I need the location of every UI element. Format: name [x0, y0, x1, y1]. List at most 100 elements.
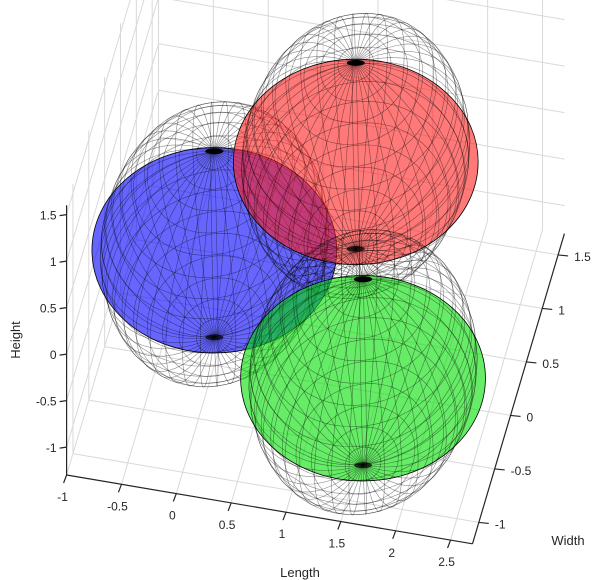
latitude-line	[310, 239, 416, 339]
latitude-line	[337, 230, 374, 265]
sphere-top-pole	[354, 276, 373, 283]
x-tick-label: 0.5	[219, 518, 236, 532]
longitude-line	[355, 62, 466, 252]
label-layer: Length Width Height -1 -0.5 0 0.5 1 1.5 2 2.5 -1…	[8, 209, 591, 580]
longitude-line	[333, 16, 356, 249]
longitude-line	[292, 250, 364, 466]
longitude-line	[341, 232, 364, 466]
back-wall-grid-line	[445, 0, 565, 21]
sphere-top-pole	[205, 148, 224, 155]
y-tick-label: -1	[495, 517, 506, 531]
longitude-line	[355, 13, 388, 249]
longitude-line	[272, 278, 364, 493]
longitude-line	[362, 267, 471, 466]
latitude-line	[270, 229, 456, 406]
longitude-line	[245, 60, 356, 250]
latitude-line	[254, 297, 472, 505]
longitude-line	[355, 16, 405, 250]
longitude-line	[307, 243, 364, 466]
longitude-line	[355, 62, 440, 270]
x-tick-label: 2	[388, 546, 395, 560]
x-tick	[172, 493, 177, 502]
longitude-line	[265, 62, 356, 276]
longitude-line	[243, 62, 356, 255]
longitude-line	[260, 49, 356, 250]
longitude-line	[323, 237, 364, 466]
z-tick-label: 1	[50, 255, 57, 269]
longitude-line	[99, 151, 215, 339]
longitude-line	[123, 151, 215, 365]
latitude-line	[241, 47, 471, 265]
latitude-line	[261, 317, 466, 512]
longitude-line	[362, 279, 403, 508]
x-tick-label: 2.5	[438, 555, 455, 569]
latitude-line	[281, 229, 445, 384]
longitude-line	[248, 278, 364, 467]
latitude-line	[295, 383, 431, 512]
longitude-line	[298, 279, 364, 507]
longitude-line	[279, 258, 364, 466]
latitude-line	[178, 298, 250, 367]
longitude-line	[362, 244, 442, 466]
longitude-line	[182, 151, 215, 387]
latitude-line	[196, 318, 233, 354]
longitude-line	[165, 151, 215, 384]
sphere-bottom-pole	[354, 462, 373, 469]
longitude-line	[214, 151, 237, 385]
z-tick-label: -0.5	[36, 395, 57, 409]
longitude-line	[362, 273, 476, 466]
longitude-line	[249, 278, 364, 466]
y-tick	[526, 361, 537, 364]
longitude-line	[355, 62, 427, 278]
longitude-line	[362, 279, 385, 512]
sphere-surface	[232, 58, 479, 266]
y-tick	[542, 307, 553, 311]
longitude-line	[359, 229, 364, 466]
z-tick-label: 0.5	[40, 302, 57, 316]
longitude-line	[130, 130, 215, 338]
longitude-line	[362, 279, 368, 516]
x-tick	[337, 521, 342, 530]
y-tick	[510, 414, 521, 418]
latitude-line	[327, 249, 399, 318]
longitude-line	[114, 151, 215, 357]
y-axis-label: Width	[551, 533, 584, 548]
sphere-top-pole	[346, 59, 365, 66]
longitude-line	[268, 265, 364, 466]
longitude-line	[199, 151, 215, 388]
longitude-line	[106, 151, 215, 350]
longitude-line	[362, 278, 467, 472]
longitude-line	[255, 62, 356, 269]
longitude-line	[362, 277, 478, 466]
z-tick-label: -1	[46, 441, 57, 455]
sphere-2	[232, 12, 479, 300]
longitude-line	[355, 57, 469, 250]
longitude-line	[362, 252, 454, 466]
z-tick	[59, 400, 67, 403]
latitude-line	[344, 446, 382, 482]
latitude-line	[253, 16, 458, 211]
longitude-line	[262, 278, 364, 485]
longitude-line	[362, 278, 477, 466]
longitude-line	[158, 115, 215, 338]
longitude-line	[362, 233, 412, 466]
longitude-line	[259, 272, 364, 466]
longitude-line	[314, 279, 364, 512]
longitude-line	[362, 279, 434, 494]
sphere-3	[240, 228, 486, 516]
floor-grid-line	[450, 229, 543, 541]
longitude-line	[135, 151, 215, 372]
y-tick-label: 1.5	[574, 250, 591, 264]
z-tick-label: 0	[50, 348, 57, 362]
side-wall-grid-line	[66, 0, 159, 308]
longitude-line	[100, 151, 215, 338]
latitude-line	[288, 16, 424, 145]
longitude-line	[316, 20, 356, 250]
longitude-line	[362, 278, 458, 479]
x-tick-label: 1.5	[329, 537, 346, 551]
latitude-line	[281, 360, 445, 516]
longitude-line	[192, 104, 215, 338]
longitude-line	[214, 101, 229, 338]
longitude-line	[362, 279, 419, 502]
